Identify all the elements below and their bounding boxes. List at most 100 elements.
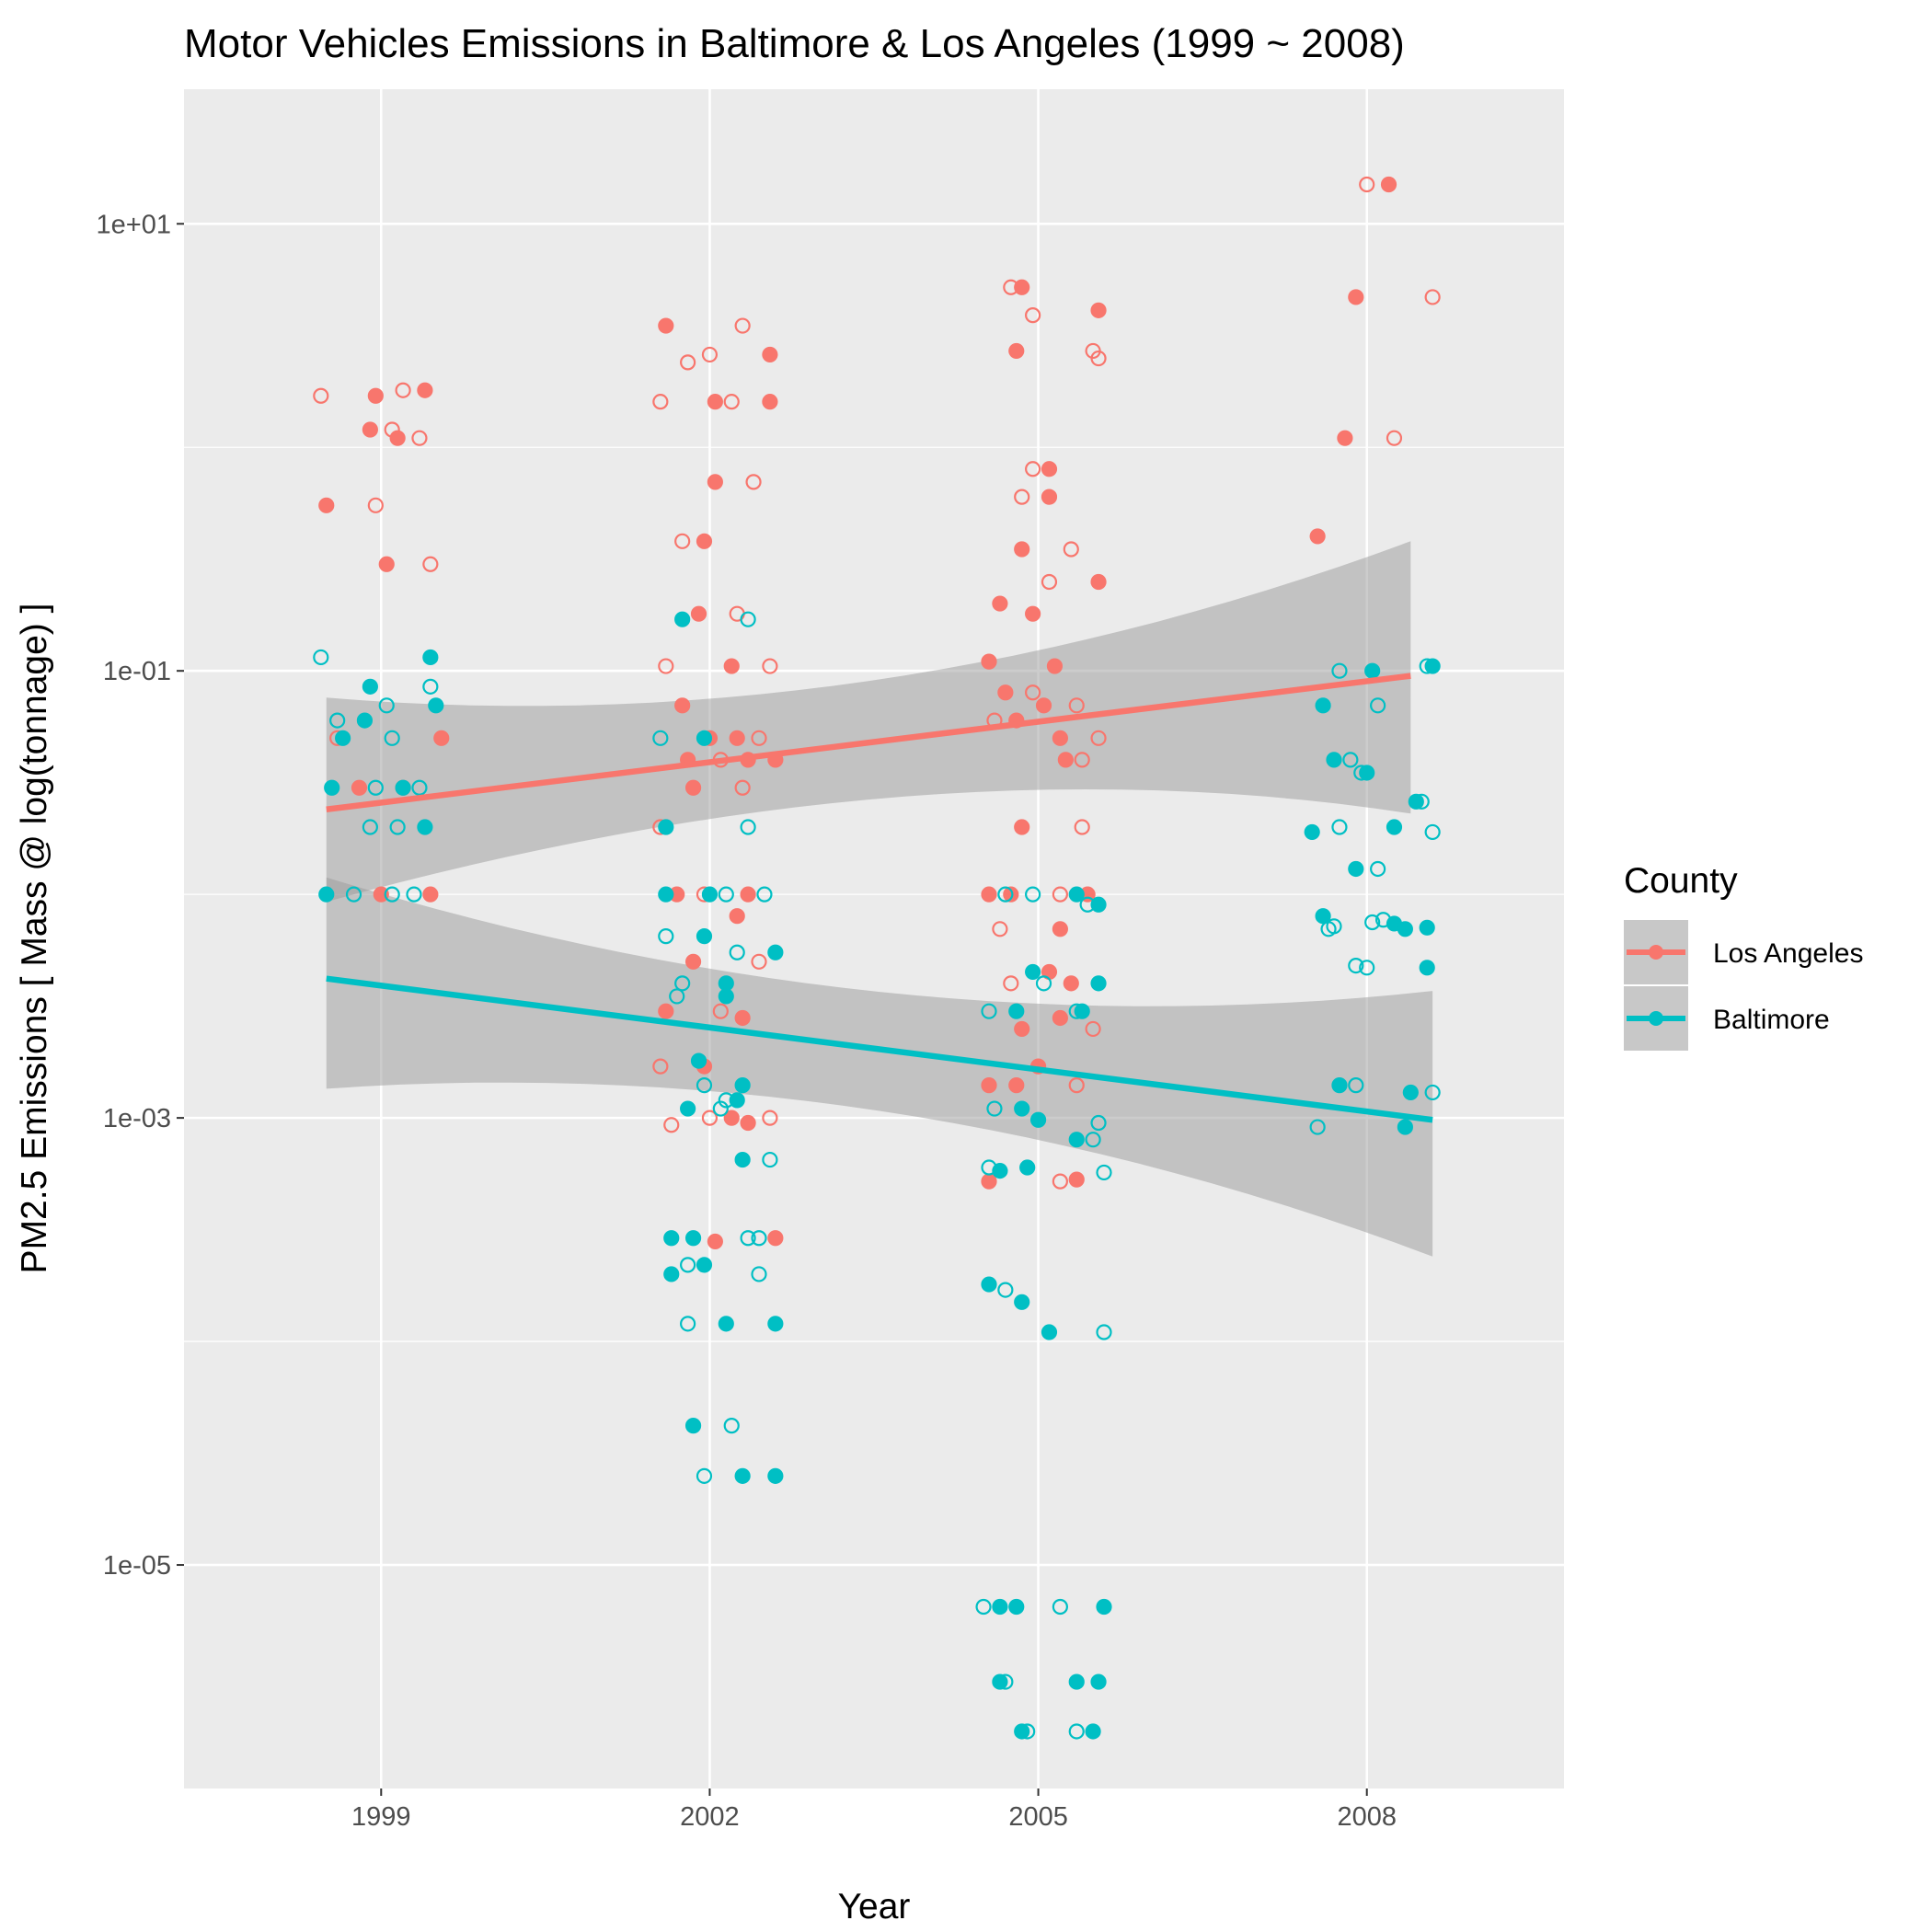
data-point-baltimore [1068, 1132, 1085, 1148]
data-point-los-angeles [422, 886, 439, 903]
data-point-los-angeles [674, 697, 691, 714]
data-point-baltimore [395, 779, 411, 796]
data-point-los-angeles [751, 730, 767, 746]
data-point-baltimore [1096, 1164, 1112, 1181]
data-point-los-angeles [701, 1110, 719, 1126]
ribbon-baltimore [326, 877, 1433, 1257]
data-point-baltimore [1096, 1598, 1112, 1616]
x-axis-title: Year [838, 1887, 911, 1926]
data-point-los-angeles [1090, 730, 1107, 746]
data-point-baltimore [1074, 1003, 1090, 1019]
data-point-baltimore [1008, 1598, 1025, 1616]
data-point-baltimore [422, 678, 439, 695]
data-point-los-angeles [762, 1110, 778, 1126]
data-point-baltimore [1052, 1598, 1068, 1616]
legend-label-baltimore: Baltimore [1713, 1005, 1830, 1035]
data-point-baltimore [658, 886, 674, 903]
data-point-baltimore [1413, 793, 1430, 810]
data-point-baltimore [324, 779, 340, 796]
data-point-los-angeles [684, 779, 702, 796]
data-point-baltimore [1090, 896, 1107, 913]
data-point-los-angeles [734, 317, 751, 334]
major-gridlines [184, 89, 1564, 1788]
data-point-baltimore [740, 611, 756, 627]
data-point-los-angeles [1068, 1171, 1085, 1188]
data-point-los-angeles [1424, 289, 1441, 305]
data-point-baltimore [1364, 914, 1381, 931]
data-point-baltimore [406, 886, 422, 903]
data-point-los-angeles [690, 605, 707, 622]
data-point-los-angeles [723, 1110, 740, 1126]
trend-line-los-angeles [326, 673, 1411, 813]
data-point-baltimore [1397, 921, 1413, 937]
data-point-baltimore [658, 928, 674, 945]
data-point-los-angeles [1035, 697, 1052, 714]
data-point-los-angeles [1052, 921, 1068, 937]
data-point-baltimore [389, 819, 406, 835]
data-point-baltimore [696, 1077, 713, 1094]
data-point-baltimore [992, 1598, 1008, 1616]
data-point-los-angeles [1025, 684, 1041, 701]
data-point-los-angeles [422, 556, 439, 572]
data-point-baltimore [1402, 1084, 1419, 1101]
data-point-los-angeles [981, 1077, 997, 1094]
data-point-los-angeles [1337, 430, 1353, 446]
data-point-los-angeles [1359, 176, 1375, 193]
data-point-baltimore [767, 1316, 784, 1332]
data-point-los-angeles [1014, 279, 1030, 295]
legend-dot-los-angeles [1649, 945, 1663, 960]
data-point-baltimore [1424, 1084, 1441, 1101]
data-point-los-angeles [1003, 886, 1019, 903]
data-point-los-angeles [318, 497, 335, 513]
data-point-baltimore [1359, 765, 1375, 781]
data-point-baltimore [367, 779, 384, 796]
data-point-los-angeles [701, 346, 719, 363]
data-point-baltimore [751, 1230, 767, 1247]
data-point-los-angeles [767, 1230, 784, 1247]
data-point-baltimore [740, 1230, 756, 1247]
data-point-los-angeles [389, 430, 406, 446]
data-point-los-angeles [367, 497, 384, 513]
data-point-baltimore [718, 886, 734, 903]
data-point-los-angeles [740, 1114, 756, 1132]
data-point-baltimore [1090, 975, 1107, 992]
data-point-los-angeles [751, 953, 767, 970]
data-point-baltimore [696, 1257, 713, 1273]
data-point-los-angeles [740, 886, 756, 903]
data-point-baltimore [723, 1418, 740, 1434]
data-point-baltimore [318, 886, 335, 903]
y-axis-title: PM2.5 Emissions [ Mass @ log(tonnage) ] [15, 604, 54, 1274]
data-point-los-angeles [658, 317, 674, 334]
data-point-baltimore [1008, 1003, 1025, 1019]
data-point-los-angeles [378, 556, 395, 572]
data-point-baltimore [1348, 1077, 1364, 1094]
data-point-baltimore [1331, 662, 1348, 679]
data-point-los-angeles [734, 779, 751, 796]
data-point-baltimore [690, 1052, 707, 1069]
data-point-los-angeles [1068, 1077, 1085, 1094]
data-point-los-angeles [1074, 752, 1090, 768]
data-point-baltimore [417, 819, 433, 835]
data-point-baltimore [1068, 886, 1085, 903]
data-point-los-angeles [658, 658, 674, 674]
data-point-baltimore [422, 649, 439, 666]
x-tick-label: 1999 [351, 1802, 411, 1832]
data-points [313, 176, 1441, 1740]
minor-gridlines [184, 446, 1564, 1342]
data-point-baltimore [362, 678, 378, 695]
data-point-los-angeles [1014, 489, 1030, 505]
data-point-baltimore [1419, 919, 1435, 936]
data-point-baltimore [767, 944, 784, 960]
data-point-baltimore [1014, 1723, 1030, 1740]
data-point-baltimore [696, 730, 713, 746]
data-point-baltimore [729, 944, 745, 960]
data-point-baltimore [684, 1230, 702, 1247]
data-point-baltimore [1348, 860, 1364, 878]
data-point-baltimore [701, 886, 719, 903]
legend-entry-los-angeles: Los Angeles [1624, 920, 1863, 984]
data-point-baltimore [718, 1316, 734, 1332]
data-point-baltimore [997, 1282, 1014, 1298]
data-point-los-angeles [997, 684, 1014, 701]
data-point-baltimore [1326, 752, 1342, 768]
data-point-baltimore [329, 712, 346, 729]
